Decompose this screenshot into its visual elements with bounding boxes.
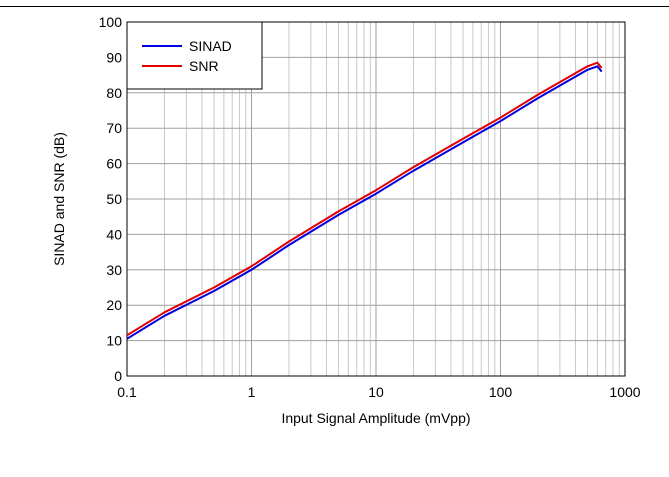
- y-tick-label: 50: [106, 191, 122, 207]
- y-tick-label: 70: [106, 120, 122, 136]
- legend-label: SINAD: [189, 38, 232, 54]
- series-line-sinad: [126, 65, 603, 340]
- legend-box: [126, 21, 263, 90]
- top-rule: [0, 6, 669, 7]
- legend-label: SNR: [189, 58, 219, 74]
- y-tick-label: 20: [106, 297, 122, 313]
- y-tick-label: 30: [106, 262, 122, 278]
- x-axis-title: Input Signal Amplitude (mVpp): [281, 410, 470, 426]
- y-axis-title: SINAD and SNR (dB): [51, 132, 67, 266]
- series-line-snr: [126, 61, 603, 337]
- y-tick-label: 40: [106, 226, 122, 242]
- x-tick-label: 1000: [609, 384, 640, 400]
- y-tick-label: 60: [106, 156, 122, 172]
- x-tick-label: 100: [489, 384, 513, 400]
- series-lines: [126, 61, 603, 340]
- y-tick-label: 90: [106, 49, 122, 65]
- y-tick-labels: 0 10 20 30 40 50 60 70 80 90 100: [99, 14, 123, 384]
- x-tick-label: 10: [368, 384, 384, 400]
- y-tick-label: 10: [106, 333, 122, 349]
- x-tick-label: 1: [248, 384, 256, 400]
- plot-frame: [126, 21, 626, 377]
- legend: SINAD SNR: [126, 21, 263, 90]
- x-tick-labels: 0.1 1 10 100 1000: [117, 384, 641, 400]
- y-tick-label: 0: [114, 368, 122, 384]
- y-tick-label: 100: [99, 14, 123, 30]
- x-tick-label: 0.1: [117, 384, 137, 400]
- y-tick-label: 80: [106, 85, 122, 101]
